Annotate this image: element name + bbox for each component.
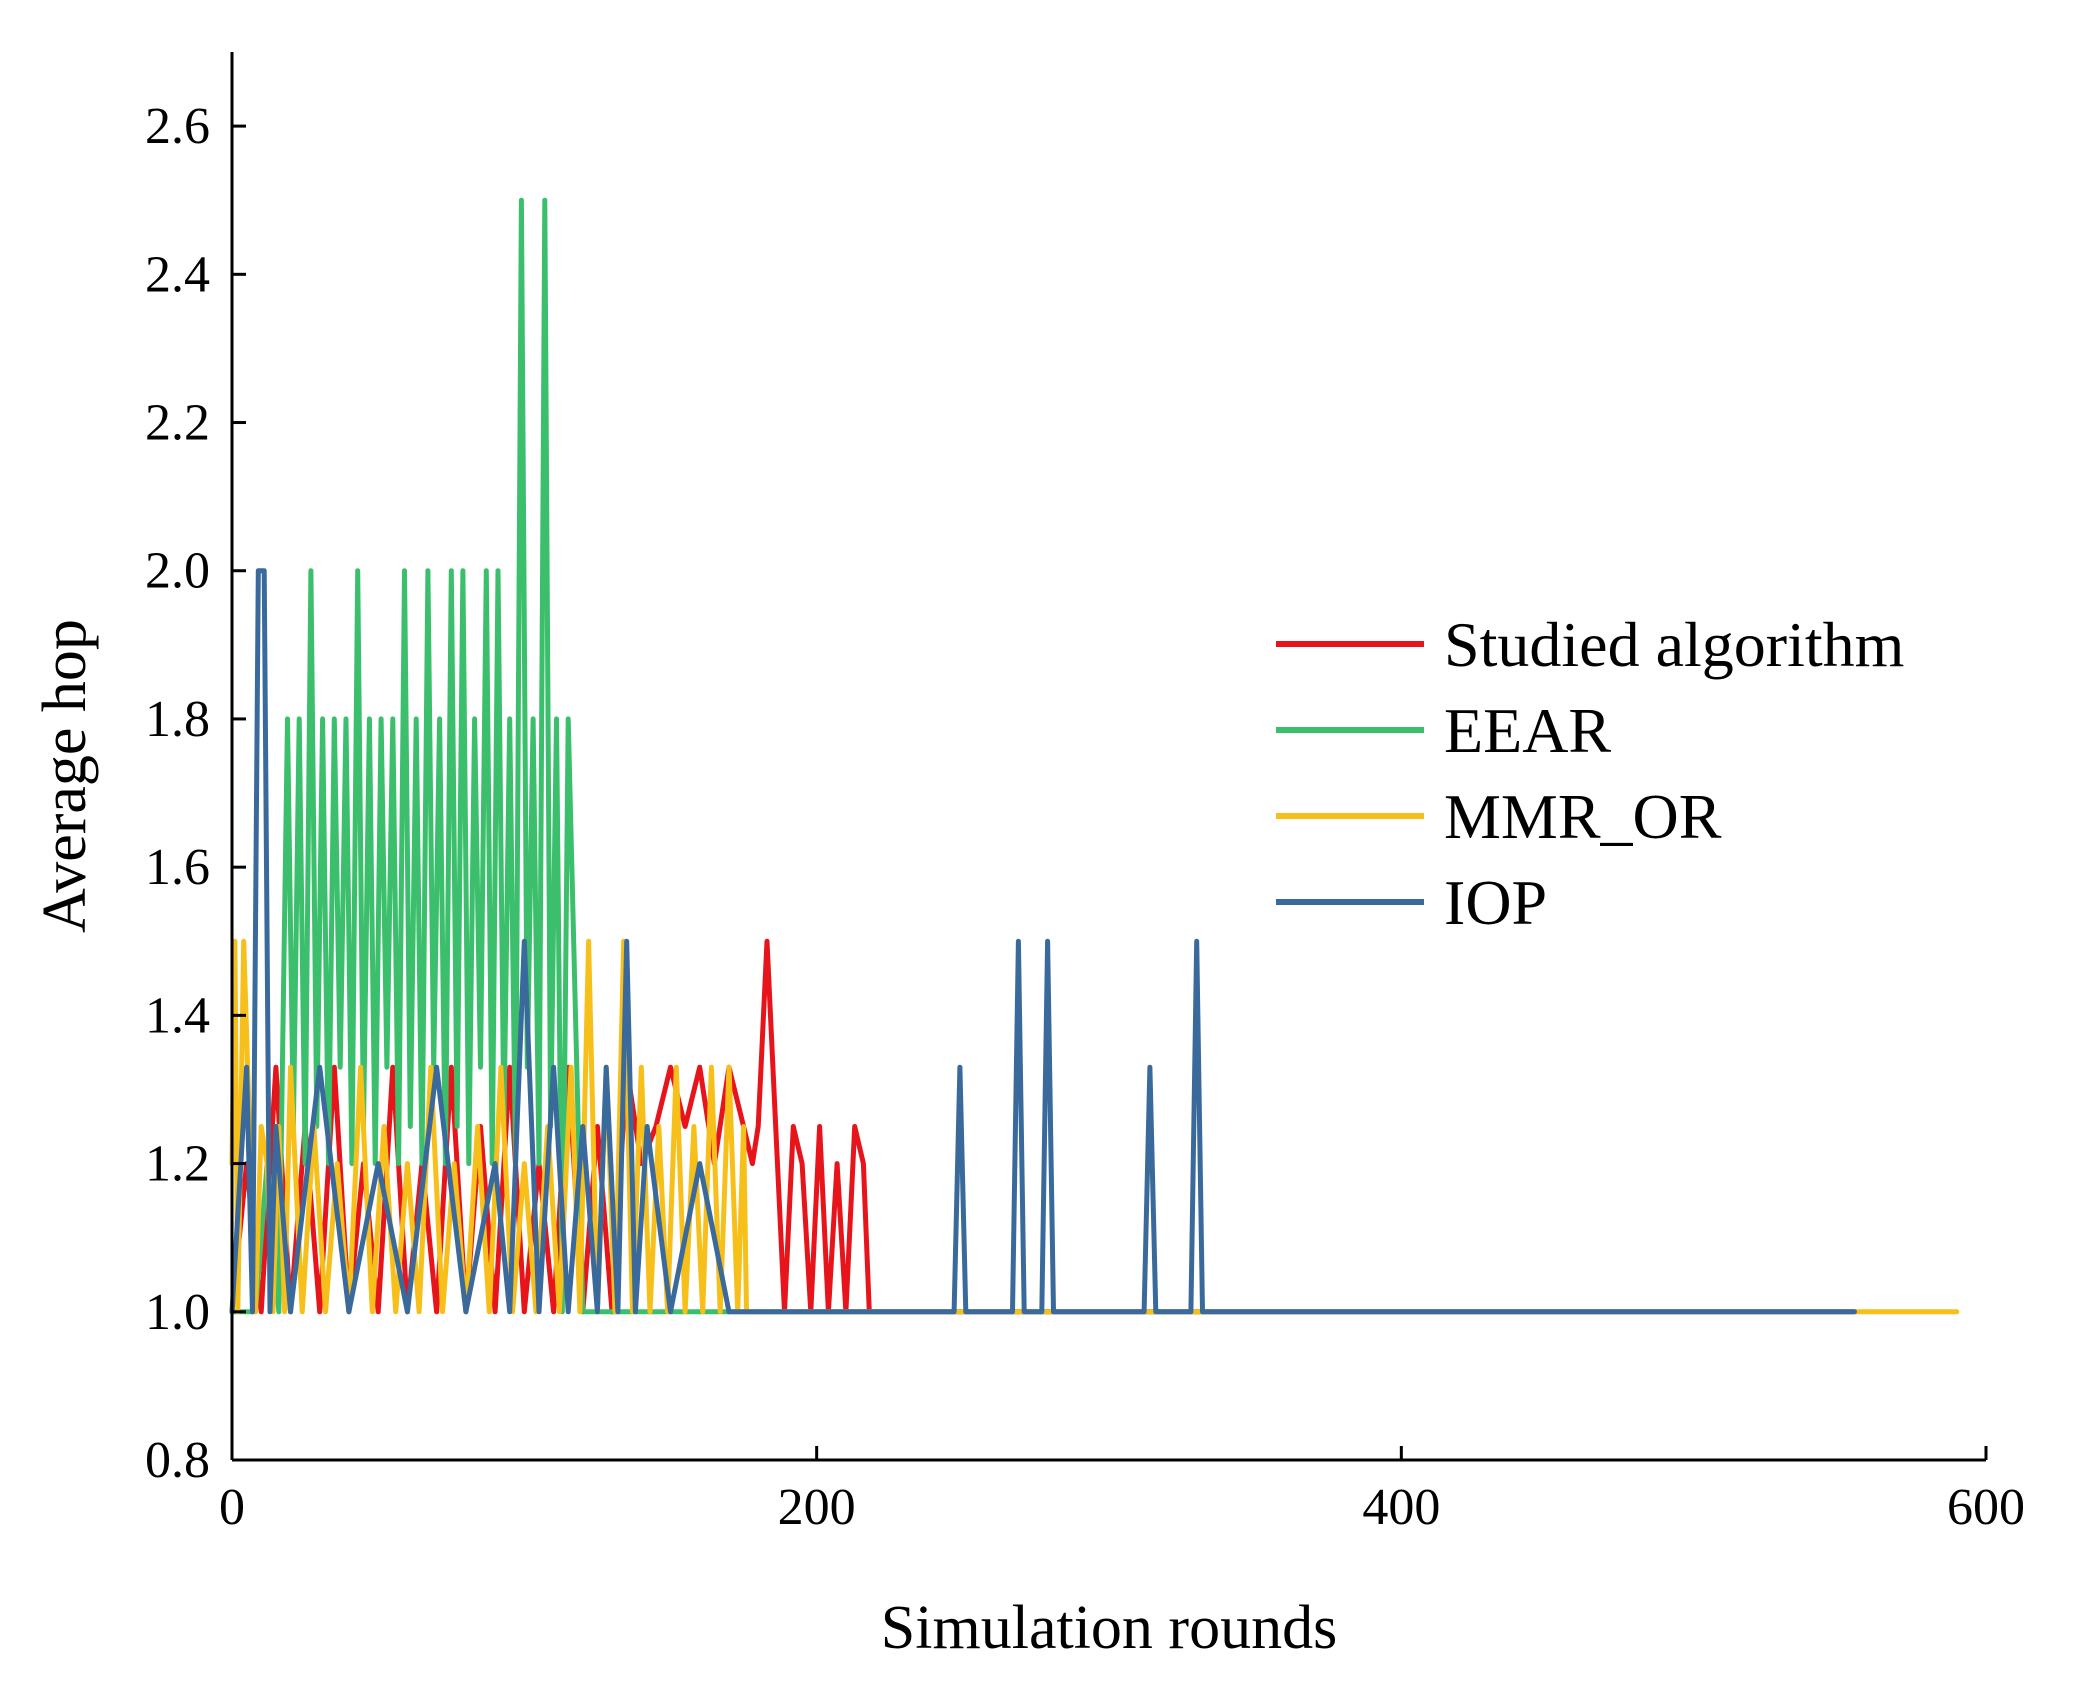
legend: Studied algorithm EEAR MMR_OR IOP: [1276, 609, 1904, 938]
y-tick-label: 2.6: [145, 98, 210, 155]
series-line-iop: [229, 568, 1857, 1315]
y-tick-label: 1.8: [145, 691, 210, 748]
y-tick-label: 1.6: [145, 839, 210, 896]
x-tick-label: 0: [219, 1479, 245, 1536]
x-tick-label: 600: [1947, 1479, 2025, 1536]
series-layer: [229, 197, 1960, 1315]
y-tick-label: 2.2: [145, 395, 210, 452]
axes-layer: [230, 52, 1986, 1462]
y-tick-label: 1.0: [145, 1284, 210, 1341]
x-tick-label: 200: [778, 1479, 856, 1536]
ticks-layer: 0.8 1.0 1.2 1.4 1.6 1.8 2.0 2.2 2.4 2.6 0 200 400 600: [145, 98, 2025, 1536]
y-tick-label: 2.4: [145, 246, 210, 303]
series-line-eear: [229, 197, 1857, 1315]
y-tick-label: 2.0: [145, 543, 210, 600]
x-tick-label: 400: [1362, 1479, 1440, 1536]
legend-label-studied-algorithm: Studied algorithm: [1444, 609, 1904, 680]
y-axis-title: Average hop: [31, 619, 99, 933]
legend-label-eear: EEAR: [1444, 695, 1611, 766]
y-tick-label: 1.2: [145, 1136, 210, 1193]
y-tick-label: 1.4: [145, 987, 210, 1044]
legend-label-iop: IOP: [1444, 867, 1547, 938]
y-tick-label: 0.8: [145, 1432, 210, 1489]
series-line-mmr-or: [229, 938, 1960, 1315]
legend-label-mmr-or: MMR_OR: [1444, 781, 1722, 852]
x-axis-title: Simulation rounds: [881, 1594, 1337, 1662]
